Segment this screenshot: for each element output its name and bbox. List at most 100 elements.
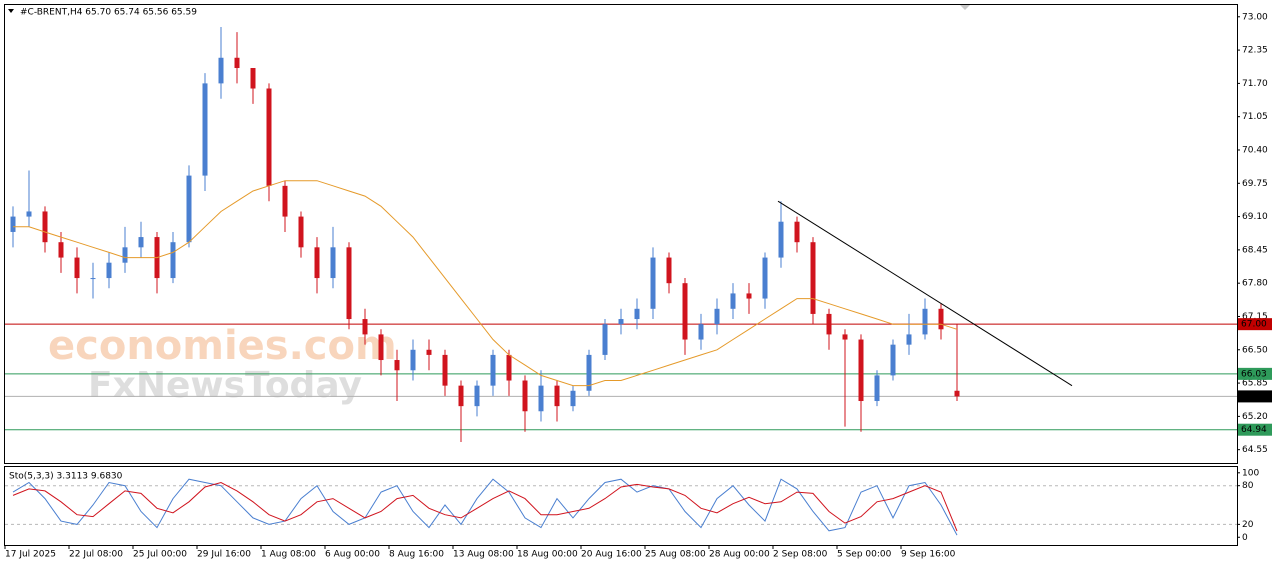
candle-body: [378, 334, 384, 361]
x-tick-label: 28 Aug 00:00: [709, 550, 770, 560]
level-label-box: [1238, 390, 1272, 403]
candle-body: [234, 57, 240, 69]
candle-body: [298, 216, 304, 248]
x-tick-label: 5 Sep 00:00: [837, 550, 892, 560]
candle-body: [394, 360, 400, 371]
candle-body: [650, 257, 656, 309]
y-tick-label: 67.80: [1242, 279, 1268, 289]
level-label: 66.03: [1241, 369, 1267, 379]
candle-body: [682, 283, 688, 340]
candle-body: [138, 237, 144, 248]
candle-body: [474, 385, 480, 407]
level-label-box: [1238, 318, 1272, 331]
y-tick-label: 65.85: [1242, 379, 1268, 389]
oscillator-title: Sto(5,3,3) 3.3113 9.6830: [9, 472, 123, 482]
level-label: 67.00: [1241, 320, 1267, 330]
candle-body: [362, 319, 368, 335]
candle-body: [90, 278, 96, 280]
x-tick-label: 1 Aug 08:00: [261, 550, 316, 560]
oscillator-frame: [4, 466, 1238, 546]
menu-arrow[interactable]: [8, 9, 14, 13]
candle-body: [10, 216, 16, 232]
osc-y-tick-label: 100: [1242, 468, 1259, 478]
candle-body: [266, 88, 272, 186]
candle-body: [826, 313, 832, 335]
candle-body: [586, 354, 592, 391]
candle-body: [858, 339, 864, 402]
x-tick-label: 13 Aug 08:00: [453, 550, 514, 560]
candle-body: [746, 293, 752, 299]
x-tick-label: 25 Jul 00:00: [133, 550, 187, 560]
x-tick-label: 2 Sep 08:00: [773, 550, 828, 560]
moving-average: [13, 180, 958, 387]
osc-y-tick-label: 0: [1242, 533, 1248, 543]
x-tick-label: 18 Aug 00:00: [517, 550, 578, 560]
candle-body: [314, 247, 320, 279]
x-tick-label: 29 Jul 16:00: [197, 550, 251, 560]
y-tick-label: 69.75: [1242, 179, 1268, 189]
watermark: FxNewsToday: [88, 365, 362, 406]
candle-body: [554, 385, 560, 407]
chart-title: #C-BRENT,H4 65.70 65.74 65.56 65.59: [20, 8, 197, 18]
level-label-box: [1238, 367, 1272, 380]
x-tick-label: 20 Aug 16:00: [581, 550, 642, 560]
y-tick-label: 64.55: [1242, 445, 1268, 455]
watermark: economies.com: [48, 323, 397, 369]
candle-body: [458, 385, 464, 407]
candle-body: [330, 247, 336, 279]
x-tick-label: 6 Aug 00:00: [325, 550, 380, 560]
candle-body: [106, 262, 112, 279]
candle-body: [890, 344, 896, 376]
candle-body: [906, 334, 912, 345]
y-tick-label: 71.70: [1242, 79, 1268, 89]
candle-body: [58, 242, 64, 258]
watermark-group: economies.com FxNewsToday: [48, 323, 397, 406]
candle-body: [762, 257, 768, 299]
y-tick-label: 71.05: [1242, 112, 1268, 122]
candle-body: [74, 257, 80, 279]
candle-body: [122, 247, 128, 263]
candle-body: [410, 349, 416, 371]
candle-body: [282, 185, 288, 217]
y-tick-label: 72.35: [1242, 46, 1268, 56]
candle-body: [506, 354, 512, 381]
candle-body: [938, 308, 944, 330]
candle-body: [26, 211, 32, 217]
candle-body: [874, 375, 880, 402]
candle-body: [570, 390, 576, 407]
x-tick-label: 17 Jul 2025: [5, 550, 56, 560]
candle-body: [730, 293, 736, 309]
candle-body: [538, 385, 544, 412]
x-tick-label: 8 Aug 16:00: [389, 550, 444, 560]
candle-body: [922, 308, 928, 335]
y-tick-label: 69.10: [1242, 212, 1268, 222]
osc-y-tick-label: 20: [1242, 520, 1254, 530]
candle-body: [346, 247, 352, 320]
x-tick-label: 25 Aug 08:00: [645, 550, 706, 560]
candle-body: [442, 354, 448, 386]
candle-body: [250, 68, 256, 89]
candle-body: [602, 324, 608, 355]
candle-body: [810, 242, 816, 314]
x-tick-label: 22 Jul 08:00: [69, 550, 123, 560]
y-tick-label: 70.40: [1242, 145, 1268, 155]
y-tick-label: 73.00: [1242, 12, 1268, 22]
main-frame: [4, 4, 1238, 464]
y-tick-label: 68.45: [1242, 245, 1268, 255]
candle-body: [490, 354, 496, 386]
candle-body: [42, 211, 48, 243]
osc-line: [12, 481, 958, 532]
candle-body: [170, 242, 176, 279]
candle-body: [426, 349, 432, 355]
candle-body: [522, 380, 528, 412]
y-tick-label: 65.20: [1242, 412, 1268, 422]
candle-body: [842, 334, 848, 340]
candle-body: [778, 221, 784, 258]
level-label-box: [1238, 423, 1272, 436]
candle-body: [202, 83, 208, 176]
x-tick-label: 9 Sep 16:00: [901, 550, 956, 560]
trendline: [777, 200, 1073, 387]
